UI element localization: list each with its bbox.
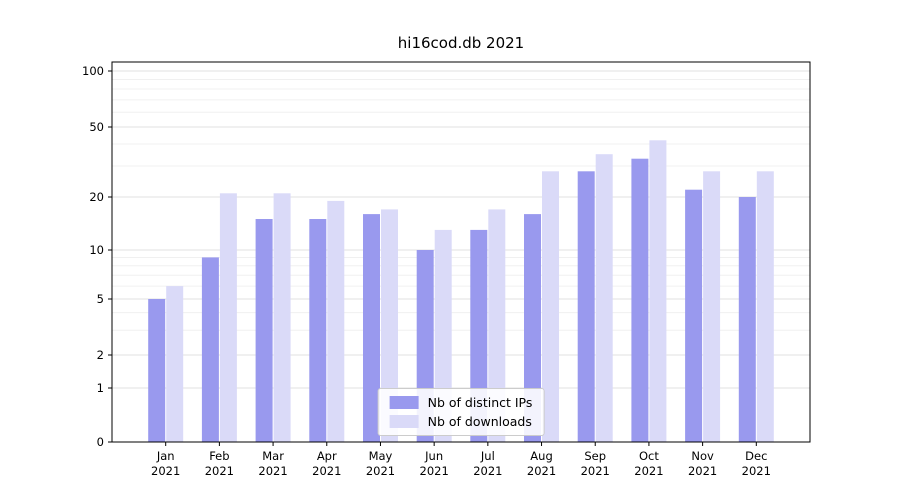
bar-distinct-ips — [148, 299, 166, 442]
plot-frame — [111, 61, 811, 443]
x-tick-label-year: 2021 — [366, 464, 395, 478]
bar-downloads — [219, 193, 237, 442]
x-tick-label-month: Mar — [262, 449, 284, 463]
x-tick-label-month: Sep — [584, 449, 606, 463]
x-tick-label-month: Jul — [480, 449, 495, 463]
x-tick-label-year: 2021 — [634, 464, 663, 478]
bar-downloads — [327, 200, 345, 442]
bar-distinct-ips — [738, 197, 756, 442]
x-tick-label-year: 2021 — [742, 464, 771, 478]
legend-swatch-distinct-ips — [389, 396, 419, 409]
bar-downloads — [756, 171, 774, 443]
bar-distinct-ips — [631, 158, 649, 442]
legend-swatch-downloads — [389, 415, 419, 428]
y-tick-label: 0 — [97, 435, 104, 449]
bar-downloads — [542, 171, 559, 443]
y-tick-label: 10 — [89, 243, 104, 257]
x-tick-label-year: 2021 — [151, 464, 180, 478]
x-tick-label-month: Aug — [530, 449, 552, 463]
bar-downloads — [488, 209, 506, 442]
legend-label-downloads: Nb of downloads — [427, 414, 532, 429]
y-tick-label: 5 — [97, 292, 104, 306]
y-tick-label: 20 — [89, 190, 104, 204]
x-tick-label-year: 2021 — [420, 464, 449, 478]
x-tick-label-year: 2021 — [312, 464, 341, 478]
x-tick-label-month: Apr — [317, 449, 337, 463]
bar-distinct-ips — [309, 219, 327, 442]
bar-downloads — [649, 140, 667, 443]
x-tick-label-year: 2021 — [205, 464, 234, 478]
x-tick-label-year: 2021 — [688, 464, 717, 478]
legend-item-downloads: Nb of downloads — [389, 414, 533, 429]
bar-distinct-ips — [524, 214, 541, 442]
x-tick-label-year: 2021 — [527, 464, 556, 478]
legend-label-distinct-ips: Nb of distinct IPs — [427, 395, 533, 410]
x-tick-label-month: Jun — [424, 449, 443, 463]
bar-distinct-ips — [201, 257, 219, 442]
bar-downloads — [166, 286, 184, 442]
chart-title: hi16cod.db 2021 — [397, 34, 525, 52]
x-tick-label-month: Jan — [156, 449, 175, 463]
x-tick-label-month: Dec — [745, 449, 767, 463]
x-tick-label-month: Nov — [691, 449, 714, 463]
bar-downloads — [703, 171, 721, 443]
x-tick-label-year: 2021 — [473, 464, 502, 478]
x-tick-label-year: 2021 — [581, 464, 610, 478]
legend: Nb of distinct IPs Nb of downloads — [377, 388, 545, 436]
bar-distinct-ips — [363, 214, 380, 442]
x-tick-label-year: 2021 — [258, 464, 287, 478]
x-tick-label-month: May — [369, 449, 393, 463]
bar-distinct-ips — [577, 171, 595, 443]
bar-downloads — [595, 154, 613, 442]
bar-downloads — [273, 193, 291, 442]
bar-distinct-ips — [255, 219, 273, 442]
y-tick-label: 1 — [97, 381, 104, 395]
y-tick-label: 50 — [89, 120, 104, 134]
bar-distinct-ips — [685, 189, 703, 442]
y-tick-label: 100 — [82, 64, 104, 78]
y-tick-label: 2 — [97, 348, 104, 362]
x-tick-label-month: Oct — [639, 449, 659, 463]
bar-downloads — [381, 209, 398, 442]
legend-item-distinct-ips: Nb of distinct IPs — [389, 395, 533, 410]
x-tick-label-month: Feb — [209, 449, 229, 463]
